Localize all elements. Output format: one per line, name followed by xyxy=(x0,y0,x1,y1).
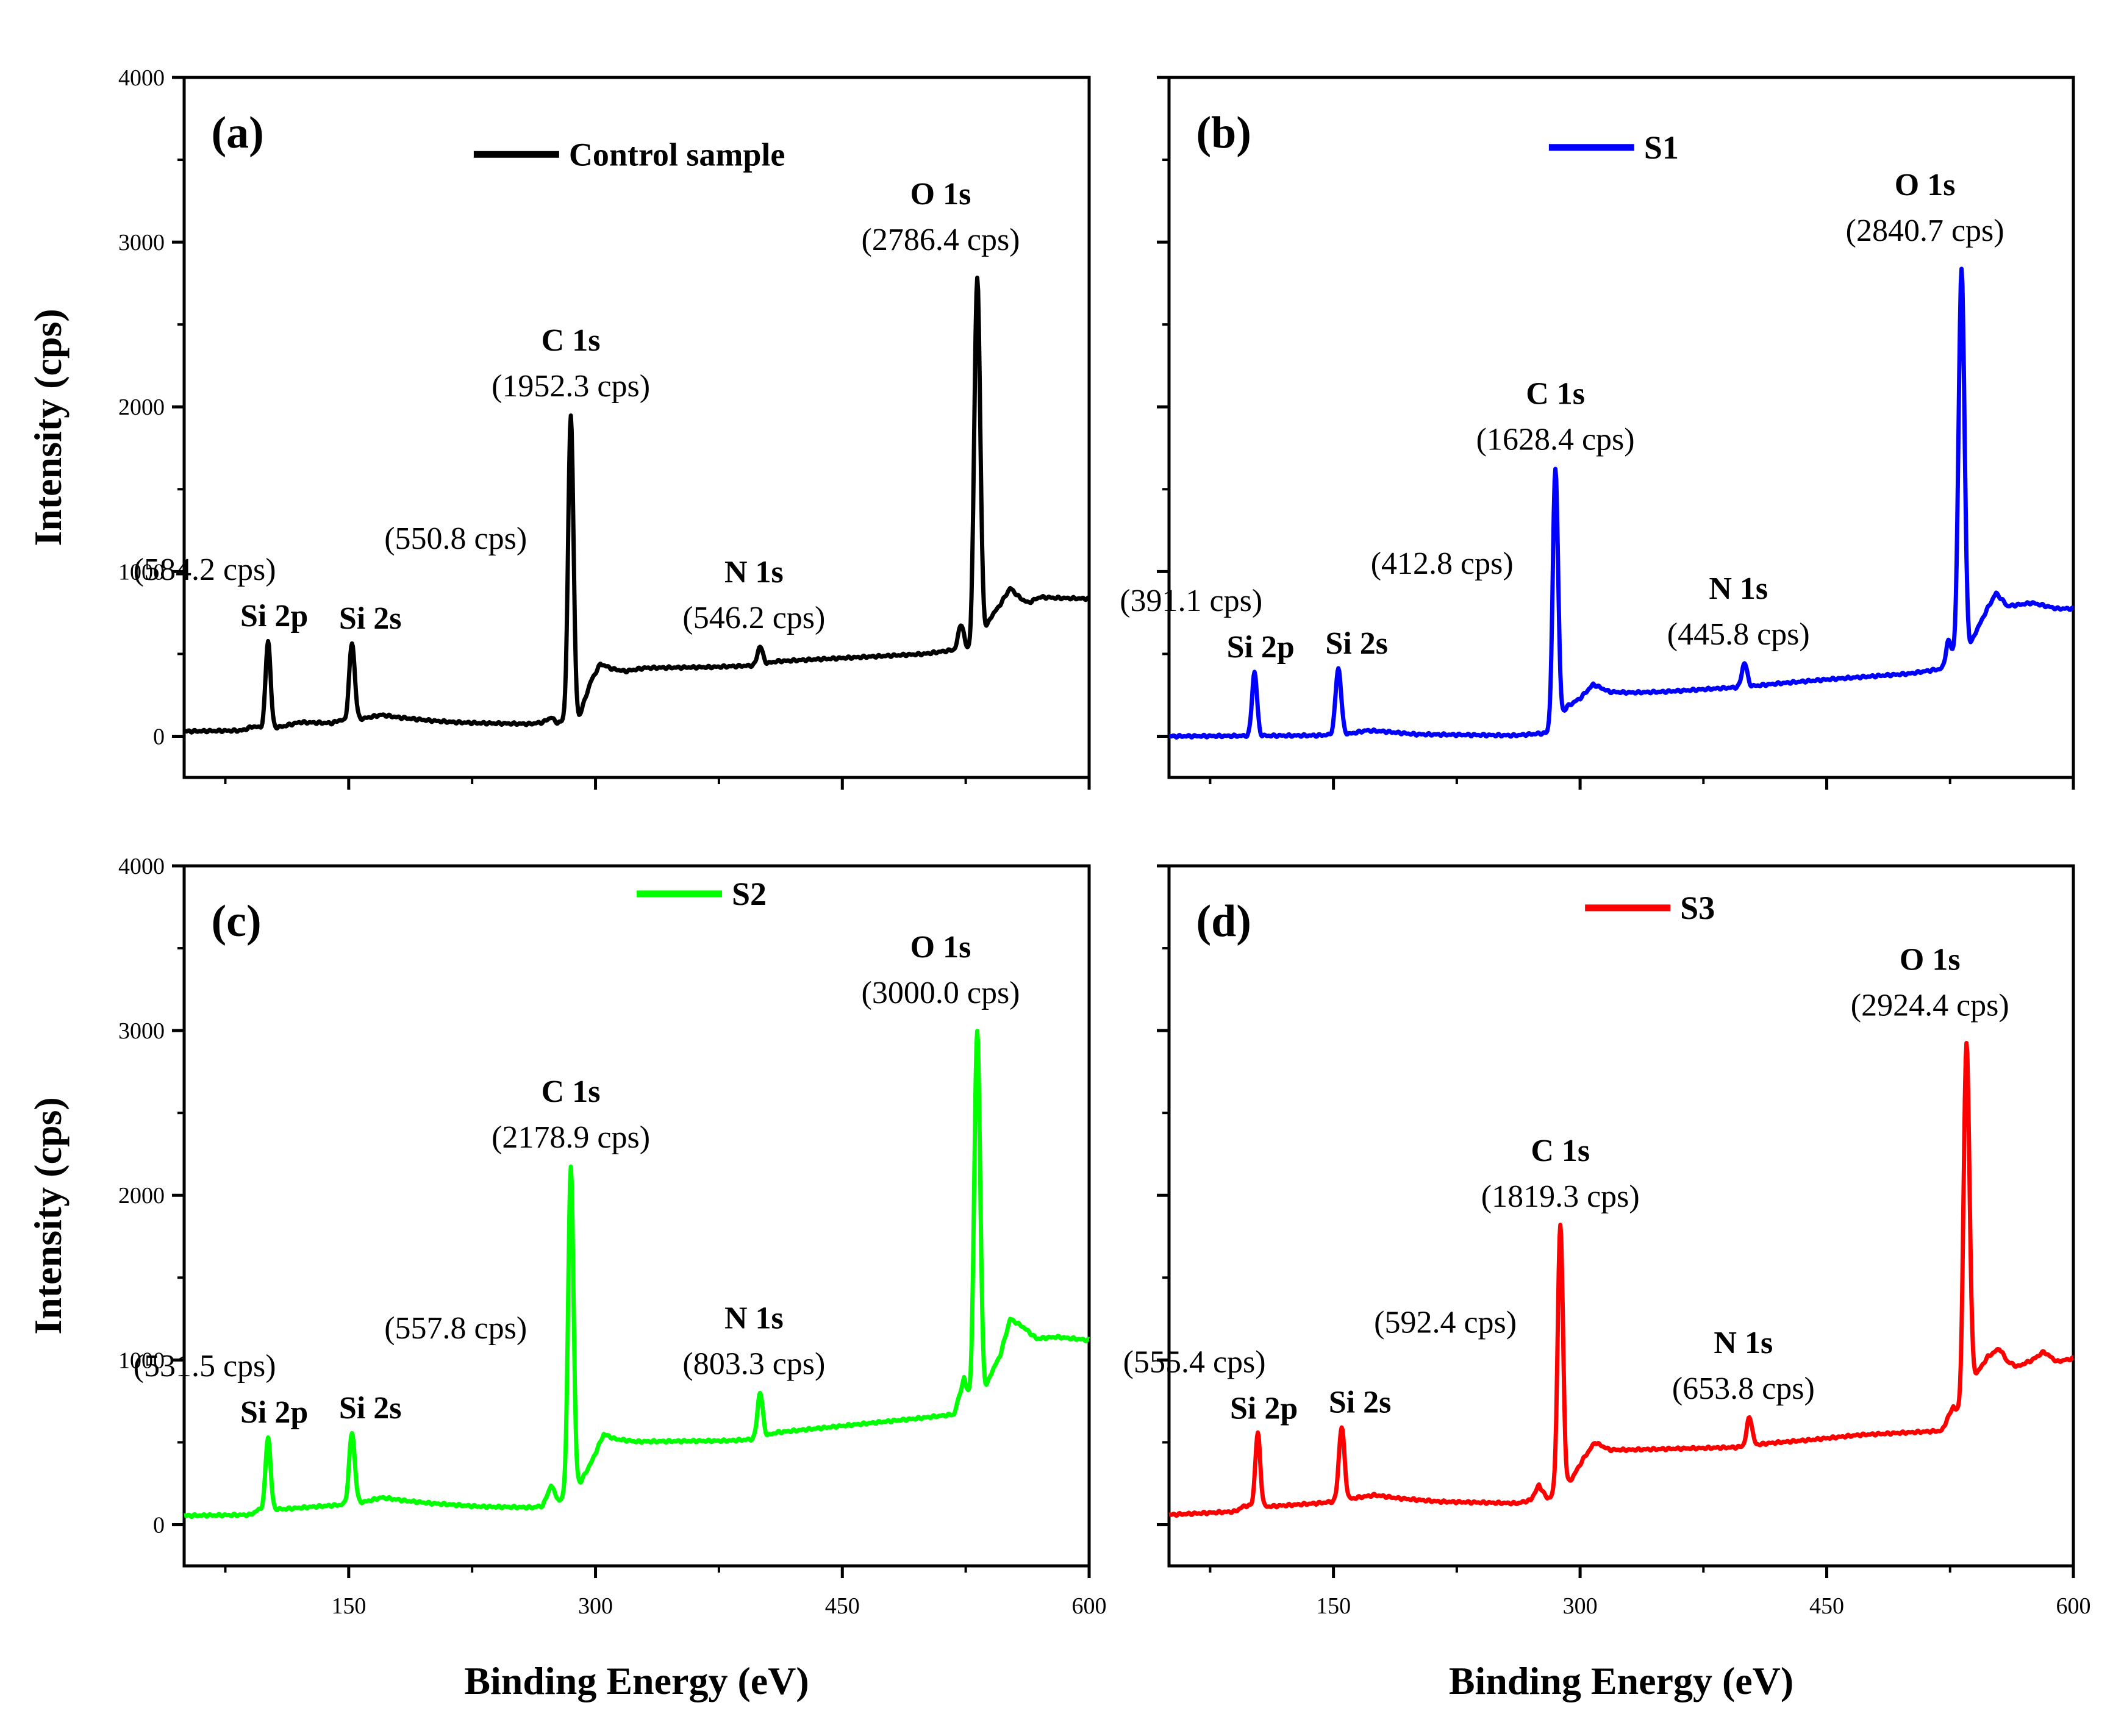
chart-panel-4: 150 300 450 600 (d) S3 Si 2p (555.4 cps) Si 2s (5… xyxy=(1123,864,2091,1702)
peak-name-label: Si 2s xyxy=(1329,1385,1392,1420)
x-tick-label: 600 xyxy=(1072,1593,1107,1619)
panel-label: (a) xyxy=(212,108,264,158)
peak-value-label: (1952.3 cps) xyxy=(492,369,650,404)
plot-frame xyxy=(1167,864,2075,1568)
peak-name-label: Si 2p xyxy=(1227,630,1295,665)
peak-value-label: (592.4 cps) xyxy=(1374,1305,1517,1340)
spectrum-line xyxy=(1167,266,2075,740)
legend-label: S3 xyxy=(1680,890,1715,926)
peak-value-label: (3000.0 cps) xyxy=(862,976,1020,1010)
peak-name-label: C 1s xyxy=(542,1074,601,1109)
peak-value-label: (2786.4 cps) xyxy=(862,223,1020,257)
peak-name-label: O 1s xyxy=(1895,168,1956,202)
y-tick-label: 0 xyxy=(153,1512,165,1538)
x-tick-label: 450 xyxy=(825,1593,860,1619)
peak-name-label: O 1s xyxy=(910,930,971,965)
y-axis-title: Intensity (cps) xyxy=(26,1097,70,1334)
peak-value-label: (546.2 cps) xyxy=(682,601,825,635)
y-tick-label: 3000 xyxy=(118,1018,165,1044)
peak-name-label: O 1s xyxy=(1900,943,1961,977)
x-tick-label: 300 xyxy=(1563,1593,1598,1619)
chart-panel-1: 0 1000 2000 3000 4000 (a) Control sample Si 2p (… xyxy=(26,65,1091,790)
y-tick-label: 3000 xyxy=(118,230,165,255)
x-tick-label: 150 xyxy=(1316,1593,1351,1619)
chart-panel-2: (b) S1 Si 2p (391.1 cps) Si 2s (412.8 cps) C 1… xyxy=(1120,76,2075,790)
x-tick-label: 450 xyxy=(1809,1593,1844,1619)
y-tick-label: 0 xyxy=(153,724,165,749)
peak-value-label: (412.8 cps) xyxy=(1371,546,1514,581)
y-tick-label: 2000 xyxy=(118,395,165,420)
peak-value-label: (1819.3 cps) xyxy=(1481,1179,1640,1214)
y-tick-label: 4000 xyxy=(118,854,165,879)
peak-value-label: (550.8 cps) xyxy=(384,521,527,556)
legend-label: Control sample xyxy=(569,136,785,173)
spectrum-line xyxy=(182,276,1091,735)
peak-value-label: (2840.7 cps) xyxy=(1846,213,2004,248)
peak-value-label: (2178.9 cps) xyxy=(492,1120,650,1155)
peak-name-label: N 1s xyxy=(1709,571,1768,606)
panel-label: (c) xyxy=(212,896,262,946)
y-tick-label: 4000 xyxy=(118,65,165,91)
peak-name-label: Si 2s xyxy=(1325,626,1388,661)
peak-value-label: (653.8 cps) xyxy=(1672,1371,1815,1406)
spectrum-line xyxy=(182,1029,1091,1520)
peak-value-label: (445.8 cps) xyxy=(1667,617,1810,652)
x-tick-label: 300 xyxy=(578,1593,613,1619)
peak-name-label: Si 2s xyxy=(339,601,402,636)
peak-name-label: Si 2s xyxy=(339,1391,402,1426)
x-tick-label: 150 xyxy=(331,1593,366,1619)
x-axis-title: Binding Energy (eV) xyxy=(464,1659,809,1702)
peak-name-label: Si 2p xyxy=(1230,1391,1298,1426)
panel-label: (d) xyxy=(1196,896,1251,946)
plot-frame xyxy=(182,76,1091,779)
peak-name-label: C 1s xyxy=(1531,1134,1590,1168)
peak-name-label: C 1s xyxy=(542,323,601,358)
peak-value-label: (391.1 cps) xyxy=(1120,584,1262,618)
plot-frame xyxy=(1167,76,2075,779)
y-tick-label: 1000 xyxy=(118,559,165,585)
peak-name-label: Si 2p xyxy=(240,599,308,634)
peak-value-label: (803.3 cps) xyxy=(682,1346,825,1381)
peak-name-label: N 1s xyxy=(1714,1326,1773,1360)
plot-frame xyxy=(182,864,1091,1568)
x-axis-title: Binding Energy (eV) xyxy=(1449,1659,1793,1702)
panel-label: (b) xyxy=(1196,108,1251,158)
peak-value-label: (531.5 cps) xyxy=(134,1349,276,1384)
peak-name-label: C 1s xyxy=(1526,377,1585,412)
peak-name-label: N 1s xyxy=(724,555,784,590)
peak-value-label: (557.8 cps) xyxy=(384,1311,527,1346)
legend-label: S1 xyxy=(1644,129,1679,166)
y-tick-label: 1000 xyxy=(118,1348,165,1373)
y-tick-label: 2000 xyxy=(118,1183,165,1209)
legend-label: S2 xyxy=(732,876,767,912)
x-tick-label: 600 xyxy=(2056,1593,2091,1619)
peak-name-label: N 1s xyxy=(724,1301,784,1335)
y-axis-title: Intensity (cps) xyxy=(26,309,70,546)
spectrum-line xyxy=(1167,1041,2075,1518)
chart-panel-3: 0 1000 2000 3000 4000 150 300 450 600 (c) S2 Si 2p (… xyxy=(26,854,1107,1702)
peak-value-label: (2924.4 cps) xyxy=(1851,988,2009,1023)
peak-value-label: (584.2 cps) xyxy=(134,552,276,587)
peak-name-label: Si 2p xyxy=(240,1395,308,1430)
peak-value-label: (555.4 cps) xyxy=(1123,1345,1266,1379)
peak-name-label: O 1s xyxy=(910,177,971,212)
peak-value-label: (1628.4 cps) xyxy=(1476,423,1635,457)
